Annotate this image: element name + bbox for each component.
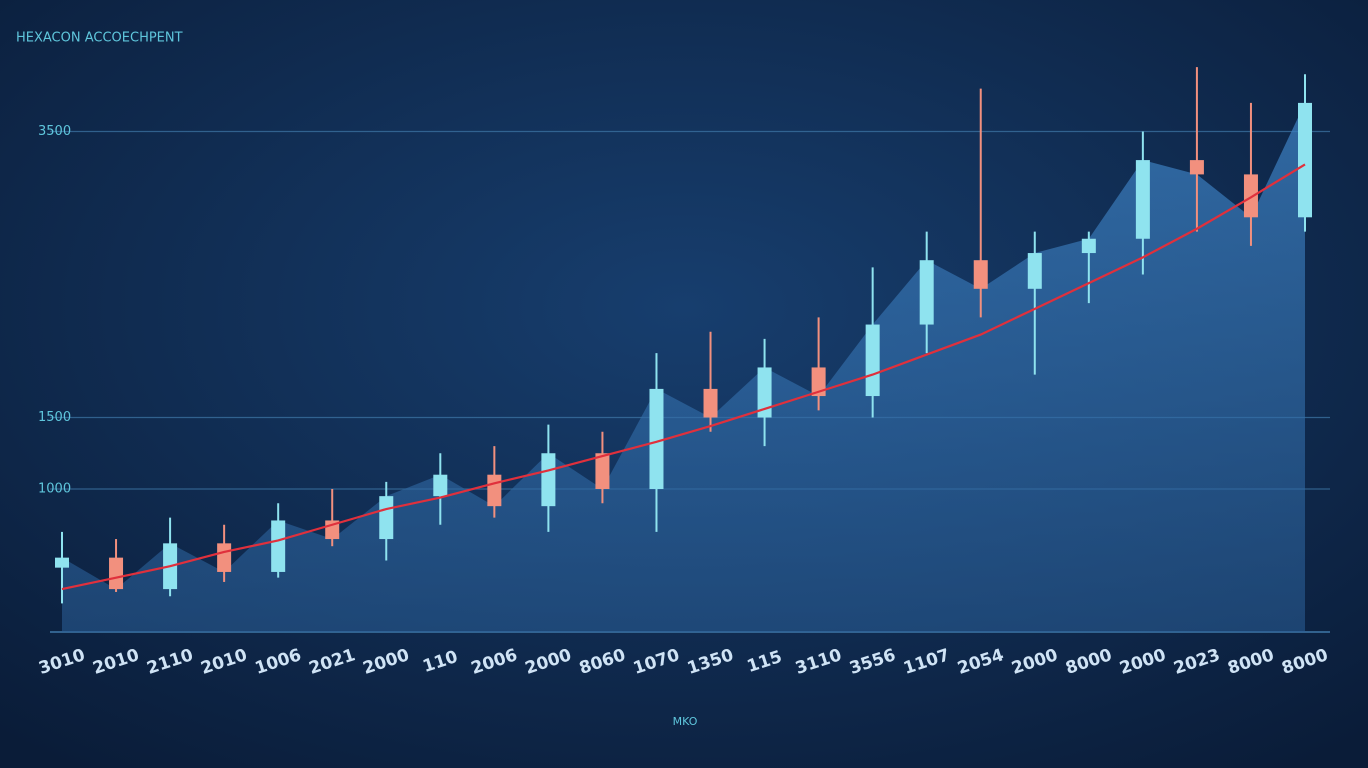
candle-body	[1135, 160, 1150, 239]
candle-body	[487, 474, 502, 507]
candle-body	[379, 496, 394, 540]
close-area	[62, 102, 1305, 632]
candle-body	[1081, 238, 1096, 254]
candle-body	[973, 260, 988, 289]
candle-body	[217, 543, 232, 572]
candle-body	[109, 557, 124, 590]
candle-body	[1298, 102, 1312, 218]
candle-body	[271, 520, 286, 572]
trend-line	[61, 163, 1306, 591]
candle-body	[1027, 253, 1042, 289]
candle-body	[55, 557, 69, 568]
candle-body	[703, 388, 718, 418]
candle-body	[595, 453, 610, 489]
chart-title: HEXACON ACCOECHPENT	[16, 31, 183, 46]
candle-body	[649, 388, 664, 489]
candle-body	[1189, 160, 1204, 175]
candle-body	[757, 367, 772, 418]
candle-body	[865, 324, 880, 397]
candle-body	[433, 474, 448, 497]
y-tick-label: 3500	[38, 124, 71, 139]
candle-body	[811, 367, 826, 397]
y-tick-label: 1500	[38, 410, 71, 425]
candle-body	[919, 260, 934, 325]
candle-body	[541, 453, 556, 507]
candle-body	[1243, 174, 1258, 218]
x-axis-label: MKO	[673, 715, 698, 728]
y-tick-label: 1000	[38, 482, 71, 497]
